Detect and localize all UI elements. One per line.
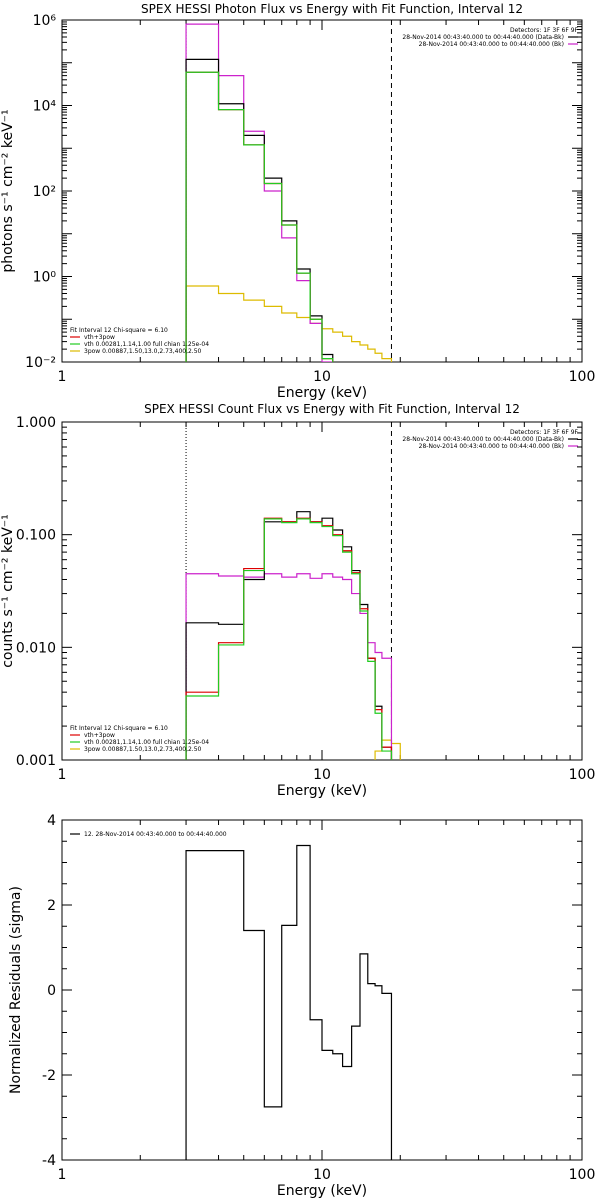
legend-entry: vth 0.00281,1.14,1.00 full chian 1.25e-0… <box>84 739 209 746</box>
y-tick-label: 10⁰ <box>33 270 57 286</box>
legend-entry: vth+3pow <box>84 732 115 739</box>
series-3pow <box>185 285 393 362</box>
series-3pow <box>374 739 401 760</box>
series-bk <box>185 23 334 362</box>
plot-frame <box>61 819 583 1161</box>
y-tick-label: -4 <box>42 1153 56 1169</box>
plot-frame <box>61 421 583 761</box>
x-tick-label: 1 <box>58 1167 67 1183</box>
x-axis-label: Energy (keV) <box>277 783 367 799</box>
legend-entry: 28-Nov-2014 00:43:40.000 to 00:44:40.000… <box>419 41 564 48</box>
legend-entry: 12. 28-Nov-2014 00:43:40.000 to 00:44:40… <box>84 831 227 838</box>
series-vth <box>185 71 334 362</box>
x-tick-label: 100 <box>569 767 596 783</box>
x-tick-label: 1 <box>58 369 67 385</box>
y-tick-label: 10² <box>33 184 56 200</box>
y-tick-label: 0.010 <box>16 640 56 656</box>
series-data-bk <box>185 58 334 362</box>
legend-fit-header: Fit Interval 12 Chi-square = 6.10 <box>70 725 168 732</box>
panel-3: 1 10 100 Energy (keV) -4 -2 0 2 4 Normalized Resi… <box>8 813 595 1199</box>
legend-fit-header: Fit Interval 12 Chi-square = 6.10 <box>70 327 168 334</box>
x-tick-label: 100 <box>569 1167 596 1183</box>
x-tick-label: 10 <box>313 767 331 783</box>
y-tick-label: 2 <box>47 898 56 914</box>
y-tick-label: -2 <box>42 1068 56 1084</box>
legend-detectors: Detectors: 1F 3F 6F 9F <box>510 27 579 34</box>
y-tick-label: 4 <box>47 813 56 829</box>
x-tick-label: 10 <box>313 1167 331 1183</box>
y-axis-label: counts s⁻¹ cm⁻² keV⁻¹ <box>0 514 16 668</box>
y-tick-label: 0.001 <box>16 753 56 769</box>
y-tick-label: 10⁴ <box>33 99 57 115</box>
x-axis-label: Energy (keV) <box>277 1183 367 1199</box>
y-tick-label: 10⁻² <box>25 355 56 371</box>
chart-title: SPEX HESSI Photon Flux vs Energy with Fi… <box>141 2 523 16</box>
legend-entry: 3pow 0.00887,1.50,13.0,2.73,400,2.50 <box>84 348 202 355</box>
x-tick-label: 100 <box>569 369 596 385</box>
series-residuals <box>185 844 393 1160</box>
legend-entry: 28-Nov-2014 00:43:40.000 to 00:44:40.000… <box>402 34 564 41</box>
y-axis-label: photons s⁻¹ cm⁻² keV⁻¹ <box>0 109 16 272</box>
y-tick-label: 0 <box>47 983 56 999</box>
panel-2: 1 10 100 Energy (keV) 0.001 0.010 0.100 1.000 co… <box>0 402 595 799</box>
series-data-bk <box>185 511 393 760</box>
series-bk <box>185 573 393 760</box>
y-tick-label: 10⁶ <box>33 13 57 29</box>
legend-entry: vth 0.00281,1.14,1.00 full chian 1.25e-0… <box>84 341 209 348</box>
plot-frame <box>61 19 583 363</box>
x-tick-label: 1 <box>58 767 67 783</box>
legend-entry: 28-Nov-2014 00:43:40.000 to 00:44:40.000… <box>402 436 564 443</box>
legend-entry: 3pow 0.00887,1.50,13.0,2.73,400,2.50 <box>84 746 202 753</box>
y-axis-label: Normalized Residuals (sigma) <box>8 886 24 1094</box>
legend-entry: vth+3pow <box>84 334 115 341</box>
series-vth-3pow <box>185 517 393 760</box>
series-vth <box>185 518 393 760</box>
y-tick-label: 0.100 <box>16 528 56 544</box>
chart-title: SPEX HESSI Count Flux vs Energy with Fit… <box>144 402 520 416</box>
series-vth-3pow <box>185 71 334 362</box>
x-axis-label: Energy (keV) <box>277 385 367 401</box>
legend-detectors: Detectors: 1F 3F 6F 9F <box>510 429 579 436</box>
y-tick-label: 1.000 <box>16 415 56 431</box>
x-tick-label: 10 <box>313 369 331 385</box>
legend-entry: 28-Nov-2014 00:43:40.000 to 00:44:40.000… <box>419 443 564 450</box>
panel-1: 1 10 100 Energy (keV) 10⁻² 10⁰ 10² 10⁴ 10⁶ photon… <box>0 2 596 401</box>
